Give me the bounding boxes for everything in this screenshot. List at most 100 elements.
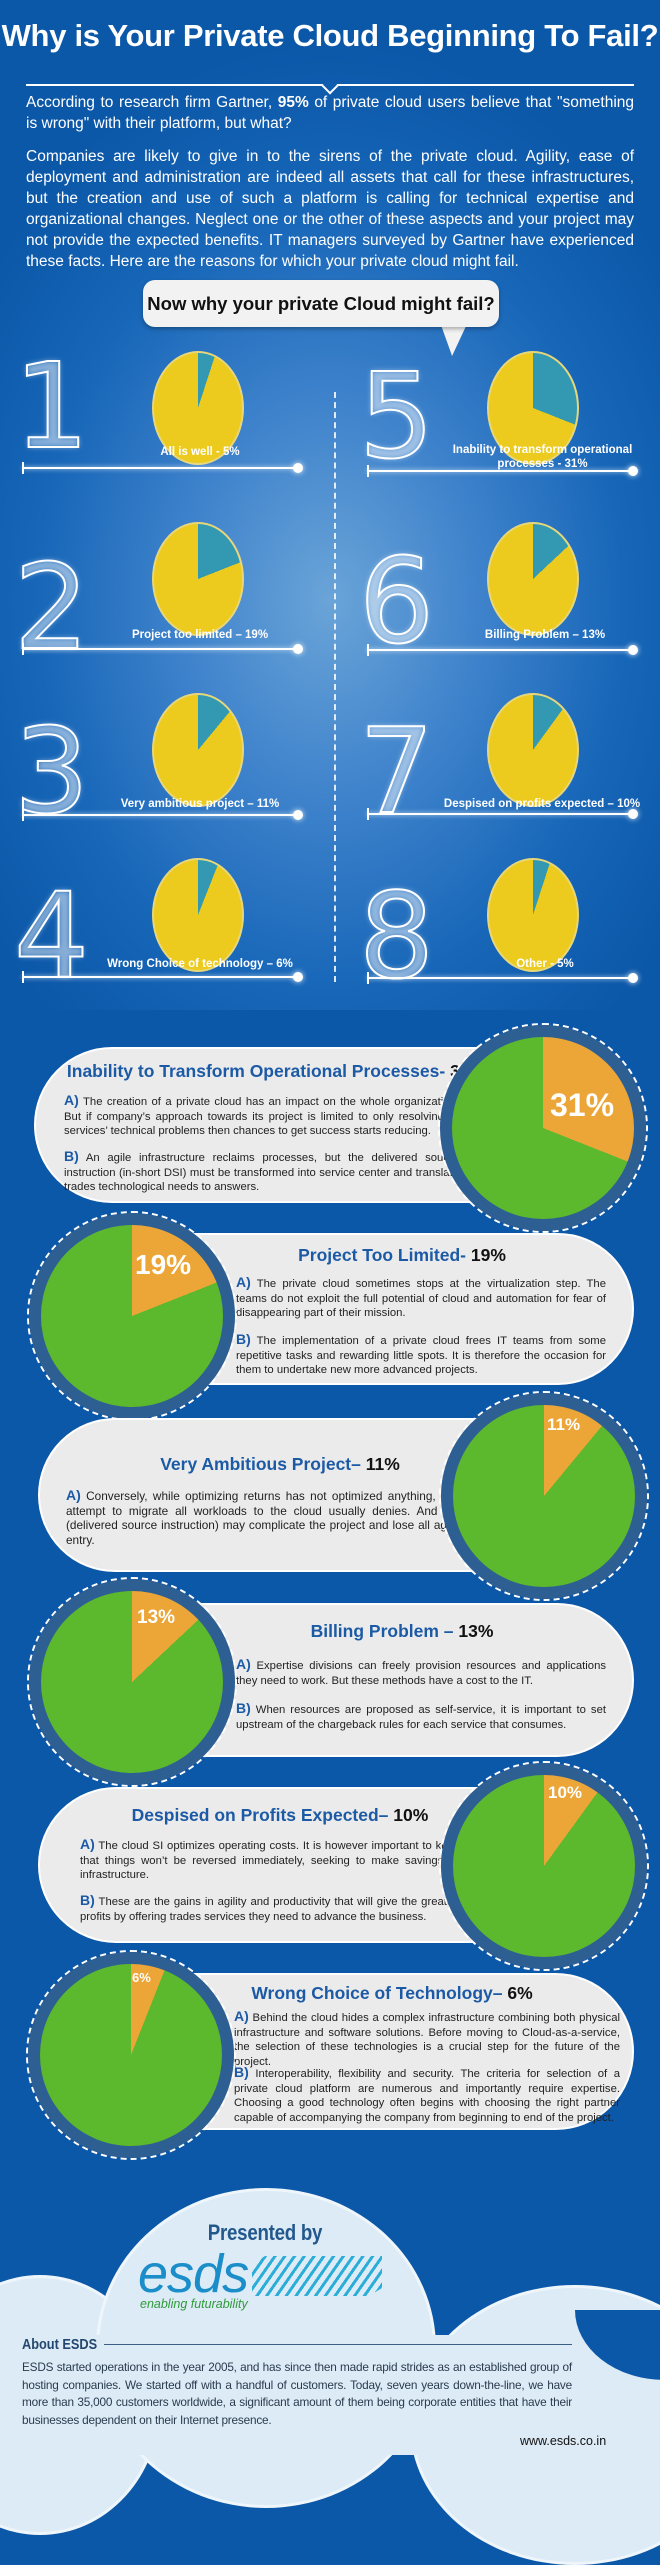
esds-logo: esds (138, 2244, 249, 2304)
reason-number: 1 (13, 337, 90, 475)
pie-fill (452, 1037, 634, 1219)
section-card-very-ambitious: Very Ambitious Project– 11% A) Conversel… (38, 1418, 514, 1572)
mini-pie-chart (152, 351, 244, 465)
section-title-pct: 19% (470, 1245, 506, 1265)
paragraph-letter: A) (80, 1836, 95, 1852)
baseline-dot (293, 644, 303, 654)
speech-bubble: Now why your private Cloud might fail? (143, 280, 499, 327)
baseline-dot (628, 645, 638, 655)
baseline (367, 649, 633, 651)
paragraph-text: The implementation of a private cloud fr… (236, 1335, 606, 1376)
paragraph-letter: A) (236, 1274, 251, 1290)
baseline-dot (628, 466, 638, 476)
mini-pie-chart (487, 693, 579, 807)
baseline-dot (293, 810, 303, 820)
top-gradient-background (0, 0, 660, 1010)
reason-number: 3 (13, 702, 90, 840)
section-pie-chart: 11% (439, 1391, 649, 1601)
section-paragraph-b: B) When resources are proposed as self-s… (236, 1701, 606, 1732)
intro-text: of private cloud users believe that "som… (26, 94, 634, 132)
section-title-text: Wrong Choice of Technology– (251, 1983, 508, 2003)
section-title: Very Ambitious Project– 11% (80, 1454, 480, 1475)
baseline (367, 470, 633, 472)
intro-stat-highlight: 95% (277, 94, 309, 111)
paragraph-letter: A) (234, 2008, 249, 2024)
pie-label: 31% (550, 1087, 615, 1123)
paragraph-text: The private cloud sometimes stops at the… (236, 1278, 606, 1319)
pie-dashed-ring (439, 1391, 649, 1601)
section-title-pct: 13% (458, 1621, 494, 1641)
section-paragraph-b: B) Interoperability, flexibility and sec… (234, 2065, 620, 2125)
pie-dashed-ring (27, 1577, 237, 1787)
mini-pie-chart (152, 522, 244, 636)
section-paragraph-a: A) Behind the cloud hides a complex infr… (234, 2009, 620, 2069)
paragraph-text: The cloud SI optimizes operating costs. … (80, 1840, 462, 1881)
section-title-pct: 10% (393, 1805, 429, 1825)
pie-label: 10% (548, 1783, 583, 1802)
section-paragraph-a: A) Expertise divisions can freely provis… (236, 1657, 606, 1688)
pie-fill (453, 1775, 635, 1957)
about-heading: About ESDS (22, 2336, 98, 2353)
page-title: Why is Your Private Cloud Beginning To F… (1, 18, 659, 53)
baseline (367, 977, 633, 979)
mini-pie-chart (487, 522, 579, 636)
reason-cell-2: 2 Project too limited – 19% (0, 520, 303, 690)
pie-fill (453, 1405, 635, 1587)
section-title-pct: 11% (365, 1454, 400, 1474)
reason-number: 8 (358, 867, 435, 1005)
paragraph-letter: A) (64, 1092, 79, 1108)
reason-label: Very ambitious project – 11% (120, 798, 280, 810)
pie-label: 6% (132, 1970, 151, 1985)
about-text: ESDS started operations in the year 2005… (22, 2360, 572, 2427)
reason-label: Inability to transform operational proce… (452, 444, 633, 470)
about-divider (104, 2344, 572, 2345)
section-pie-chart: 6% (26, 1950, 236, 2160)
pie-dashed-ring (438, 1023, 648, 1233)
intro-paragraph-2: Companies are likely to give in to the s… (26, 148, 634, 270)
cloud-shape (0, 2335, 660, 2455)
pie-fill (41, 1591, 223, 1773)
pie-dashed-ring (439, 1761, 649, 1971)
reason-cell-4: 4 Wrong Choice of technology – 6% (0, 855, 303, 1025)
section-title-text: Despised on Profits Expected– (131, 1805, 394, 1825)
section-title: Inability to Transform Operational Proce… (56, 1061, 496, 1082)
section-title: Billing Problem – 13% (212, 1621, 592, 1642)
reason-label: Project too limited – 19% (131, 629, 269, 641)
paragraph-letter: B) (64, 1148, 79, 1164)
paragraph-text: When resources are proposed as self-serv… (236, 1704, 606, 1731)
grid-divider (334, 392, 336, 982)
intro-paragraph-1: According to research firm Gartner, 95% … (26, 92, 634, 134)
reason-cell-7: 7 Despised on profits expected – 10% (345, 690, 645, 860)
reason-cell-1: 1 All is well - 5% (0, 337, 303, 515)
section-paragraph-a: A) Conversely, while optimizing returns … (66, 1488, 464, 1547)
paragraph-text: Conversely, while optimizing returns has… (66, 1489, 464, 1547)
section-paragraph-a: A) The private cloud sometimes stops at … (236, 1275, 606, 1321)
paragraph-letter: B) (234, 2064, 249, 2080)
mini-pie-chart (152, 858, 244, 972)
intro-text: According to research firm Gartner, (26, 94, 278, 111)
pie-label: 13% (137, 1607, 176, 1628)
baseline-dot (628, 973, 638, 983)
paragraph-text: An agile infrastructure reclaims process… (64, 1152, 459, 1193)
reason-number: 6 (358, 532, 435, 670)
section-card-project-too-limited: Project Too Limited- 19% A) The private … (150, 1233, 634, 1385)
section-card-inability: Inability to Transform Operational Proce… (34, 1047, 514, 1203)
baseline-dot (293, 972, 303, 982)
section-paragraph-a: A) The creation of a private cloud has a… (64, 1093, 459, 1139)
section-pie-chart: 10% (439, 1761, 649, 1971)
section-pie-chart: 19% (27, 1211, 237, 1421)
reason-cell-6: 6 Billing Problem – 13% (345, 520, 645, 690)
reason-cell-8: 8 Other - 5% (345, 855, 645, 1025)
section-paragraph-a: A) The cloud SI optimizes operating cost… (80, 1837, 462, 1883)
section-pie-chart: 13% (27, 1577, 237, 1787)
pie-label: 19% (135, 1249, 192, 1280)
paragraph-text: Behind the cloud hides a complex infrast… (234, 2012, 620, 2068)
website-link[interactable]: www.esds.co.in (520, 2434, 607, 2448)
section-paragraph-b: B) These are the gains in agility and pr… (80, 1893, 462, 1924)
baseline-dot (628, 809, 638, 819)
section-title-text: Very Ambitious Project– (160, 1454, 366, 1474)
paragraph-letter: A) (236, 1656, 251, 1672)
baseline (22, 467, 298, 469)
paragraph-letter: A) (66, 1487, 81, 1503)
